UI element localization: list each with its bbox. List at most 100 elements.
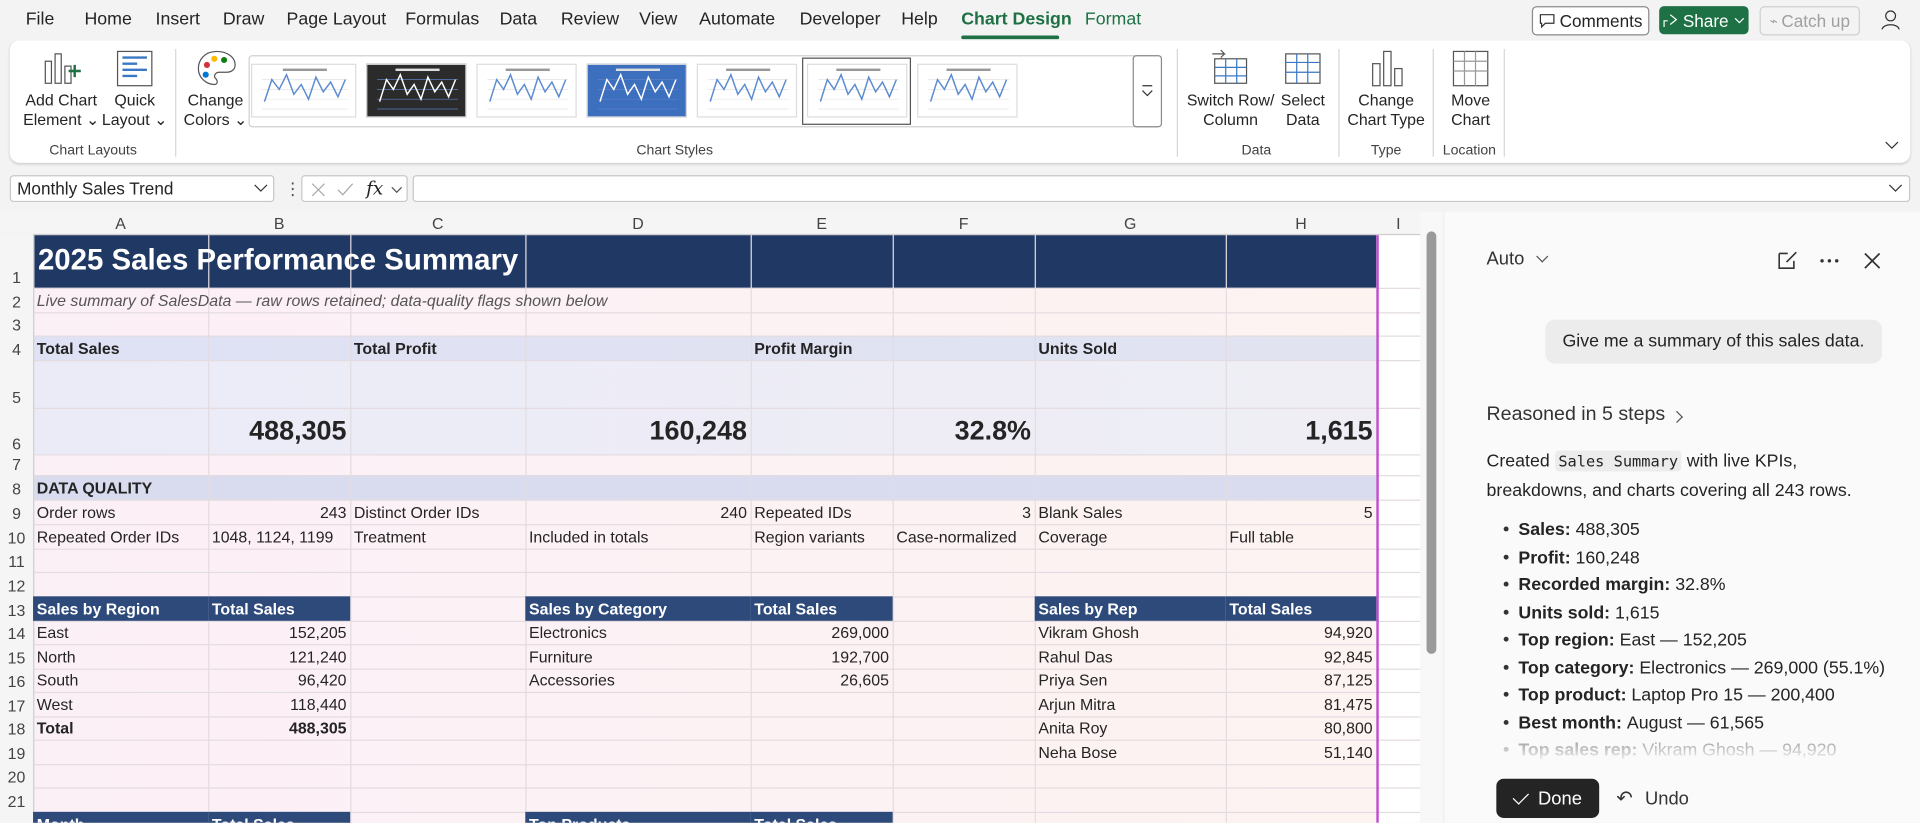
ribbon-tab[interactable]: Draw <box>222 9 265 30</box>
summary-bullet: Top category: Electronics — 269,000 (55.1… <box>1503 658 1885 678</box>
cell: Included in totals <box>528 527 649 546</box>
separator <box>1176 48 1178 157</box>
cell: Treatment <box>353 527 426 546</box>
ribbon-tab[interactable]: Data <box>499 9 538 30</box>
ribbon-tab[interactable]: Format <box>1084 9 1142 30</box>
account-icon[interactable] <box>1880 7 1904 31</box>
cell: Month <box>33 811 209 823</box>
ribbon-tab[interactable]: Review <box>560 9 620 30</box>
name-box[interactable]: Monthly Sales Trend <box>9 175 275 203</box>
ribbon-tab[interactable]: Formulas <box>405 9 480 30</box>
grid-line <box>0 407 1421 409</box>
cell: 96,420 <box>297 671 347 690</box>
mode-selector[interactable]: Auto <box>1486 248 1525 270</box>
gallery-more-button[interactable] <box>1132 55 1163 128</box>
row-header: 20 <box>7 767 26 787</box>
grid-line <box>0 620 1421 623</box>
cell: 26,605 <box>840 671 889 690</box>
select-data-button[interactable]: Select Data <box>1280 90 1325 129</box>
undo-icon: ↶ <box>1616 788 1633 810</box>
chart-style-thumbnail[interactable] <box>696 63 798 118</box>
bullet-dot <box>1503 636 1509 642</box>
chevron <box>1888 184 1903 192</box>
ribbon-tab[interactable]: Help <box>901 9 938 30</box>
ribbon-tab[interactable]: Developer <box>799 9 881 30</box>
vertical-scrollbar[interactable] <box>1420 211 1443 823</box>
comments-label: Comments <box>1559 11 1643 31</box>
thumbnail-art <box>597 68 679 110</box>
add-chart-element-button[interactable]: Add Chart Element ⌄ <box>23 90 100 129</box>
ribbon-tab[interactable]: File <box>25 9 55 30</box>
grid-line <box>350 211 352 823</box>
row-header: 5 <box>12 388 21 407</box>
done-button[interactable]: Done <box>1496 778 1600 818</box>
cell: 488,305 <box>249 415 347 446</box>
cell: 160,248 <box>649 415 747 446</box>
reasoning-toggle[interactable]: Reasoned in 5 steps <box>1486 404 1666 425</box>
cell: Distinct Order IDs <box>353 502 480 522</box>
cell: Electronics <box>528 623 607 642</box>
chart-style-thumbnail[interactable] <box>476 63 577 118</box>
cell: Full table <box>1229 527 1294 546</box>
kpi-value-band <box>33 360 1377 455</box>
selected-style-frame <box>802 57 912 125</box>
quick-layout-button[interactable]: Quick Layout ⌄ <box>101 90 168 129</box>
grid-line <box>0 548 1421 550</box>
catch-up-icon: ⌁ <box>1769 14 1778 29</box>
change-colors-button[interactable]: Change Colors ⌄ <box>183 90 248 129</box>
grid-line <box>0 691 1421 694</box>
cell: Order rows <box>36 502 116 522</box>
move-chart-button[interactable]: Move Chart <box>1451 90 1491 129</box>
row-header: 18 <box>7 720 26 739</box>
row-header: 8 <box>12 480 21 499</box>
cell: 488,305 <box>288 718 347 738</box>
collapse-ribbon[interactable] <box>1883 140 1900 152</box>
cell: Sales by Rep <box>1034 596 1226 621</box>
chart-style-thumbnail[interactable] <box>366 63 467 118</box>
switch-row-column-button[interactable]: Switch Row/ Column <box>1186 90 1275 129</box>
share-button[interactable]: Share <box>1659 6 1749 35</box>
column-header: D <box>632 214 644 233</box>
row-header: 10 <box>7 528 26 548</box>
ribbon: Add Chart Element ⌄ Quick Layout ⌄ Chang… <box>9 40 1911 163</box>
ribbon-tab[interactable]: Home <box>84 9 132 30</box>
undo-label: Undo <box>1644 787 1689 809</box>
column-header: G <box>1124 214 1137 233</box>
thumbnail-art <box>928 68 1009 110</box>
catch-up-button[interactable]: ⌁ Catch up <box>1759 6 1861 36</box>
cell: Total Sales <box>1225 596 1377 621</box>
row-header: 17 <box>7 696 26 716</box>
cell: South <box>36 671 79 690</box>
row-header: 14 <box>7 624 26 643</box>
quick-layout-icon <box>116 50 153 87</box>
ribbon-tab[interactable]: Chart Design <box>961 9 1072 30</box>
chart-style-thumbnail[interactable] <box>917 63 1018 118</box>
chart-style-thumbnail[interactable] <box>251 63 357 118</box>
row-header: 15 <box>7 648 26 668</box>
bullet-value: 1,615 <box>1615 603 1660 623</box>
splitter: ⋮ <box>284 178 302 199</box>
chart-style-thumbnail[interactable] <box>586 63 687 118</box>
panel-actions[interactable] <box>1776 249 1898 273</box>
undo-button[interactable]: ↶ Undo <box>1616 779 1689 818</box>
comments-button[interactable]: Comments <box>1531 6 1650 36</box>
ribbon-tab[interactable]: Page Layout <box>286 9 387 30</box>
ribbon-tab[interactable]: Insert <box>155 9 200 30</box>
thumbnail-art <box>262 68 348 110</box>
change-chart-type-button[interactable]: Change Chart Type <box>1347 90 1425 129</box>
cell: 2025 Sales Performance Summary <box>37 243 519 277</box>
cancel-icon[interactable] <box>310 181 327 198</box>
formula-input[interactable] <box>412 175 1911 203</box>
active-tab-underline <box>961 35 1060 40</box>
enter-icon[interactable] <box>337 181 354 198</box>
chart-style-thumbnail[interactable] <box>806 63 908 118</box>
cell: Profit Margin <box>754 338 853 357</box>
cell: Accessories <box>528 671 615 690</box>
ribbon-tab[interactable]: View <box>639 9 678 30</box>
row-header: 12 <box>7 576 26 596</box>
grid-line <box>0 360 1421 362</box>
scroll-thumb[interactable] <box>1426 231 1437 654</box>
ribbon-tab[interactable]: Automate <box>699 9 776 30</box>
insert-function[interactable]: fx <box>366 177 384 200</box>
cell: Sales by Category <box>525 596 751 621</box>
